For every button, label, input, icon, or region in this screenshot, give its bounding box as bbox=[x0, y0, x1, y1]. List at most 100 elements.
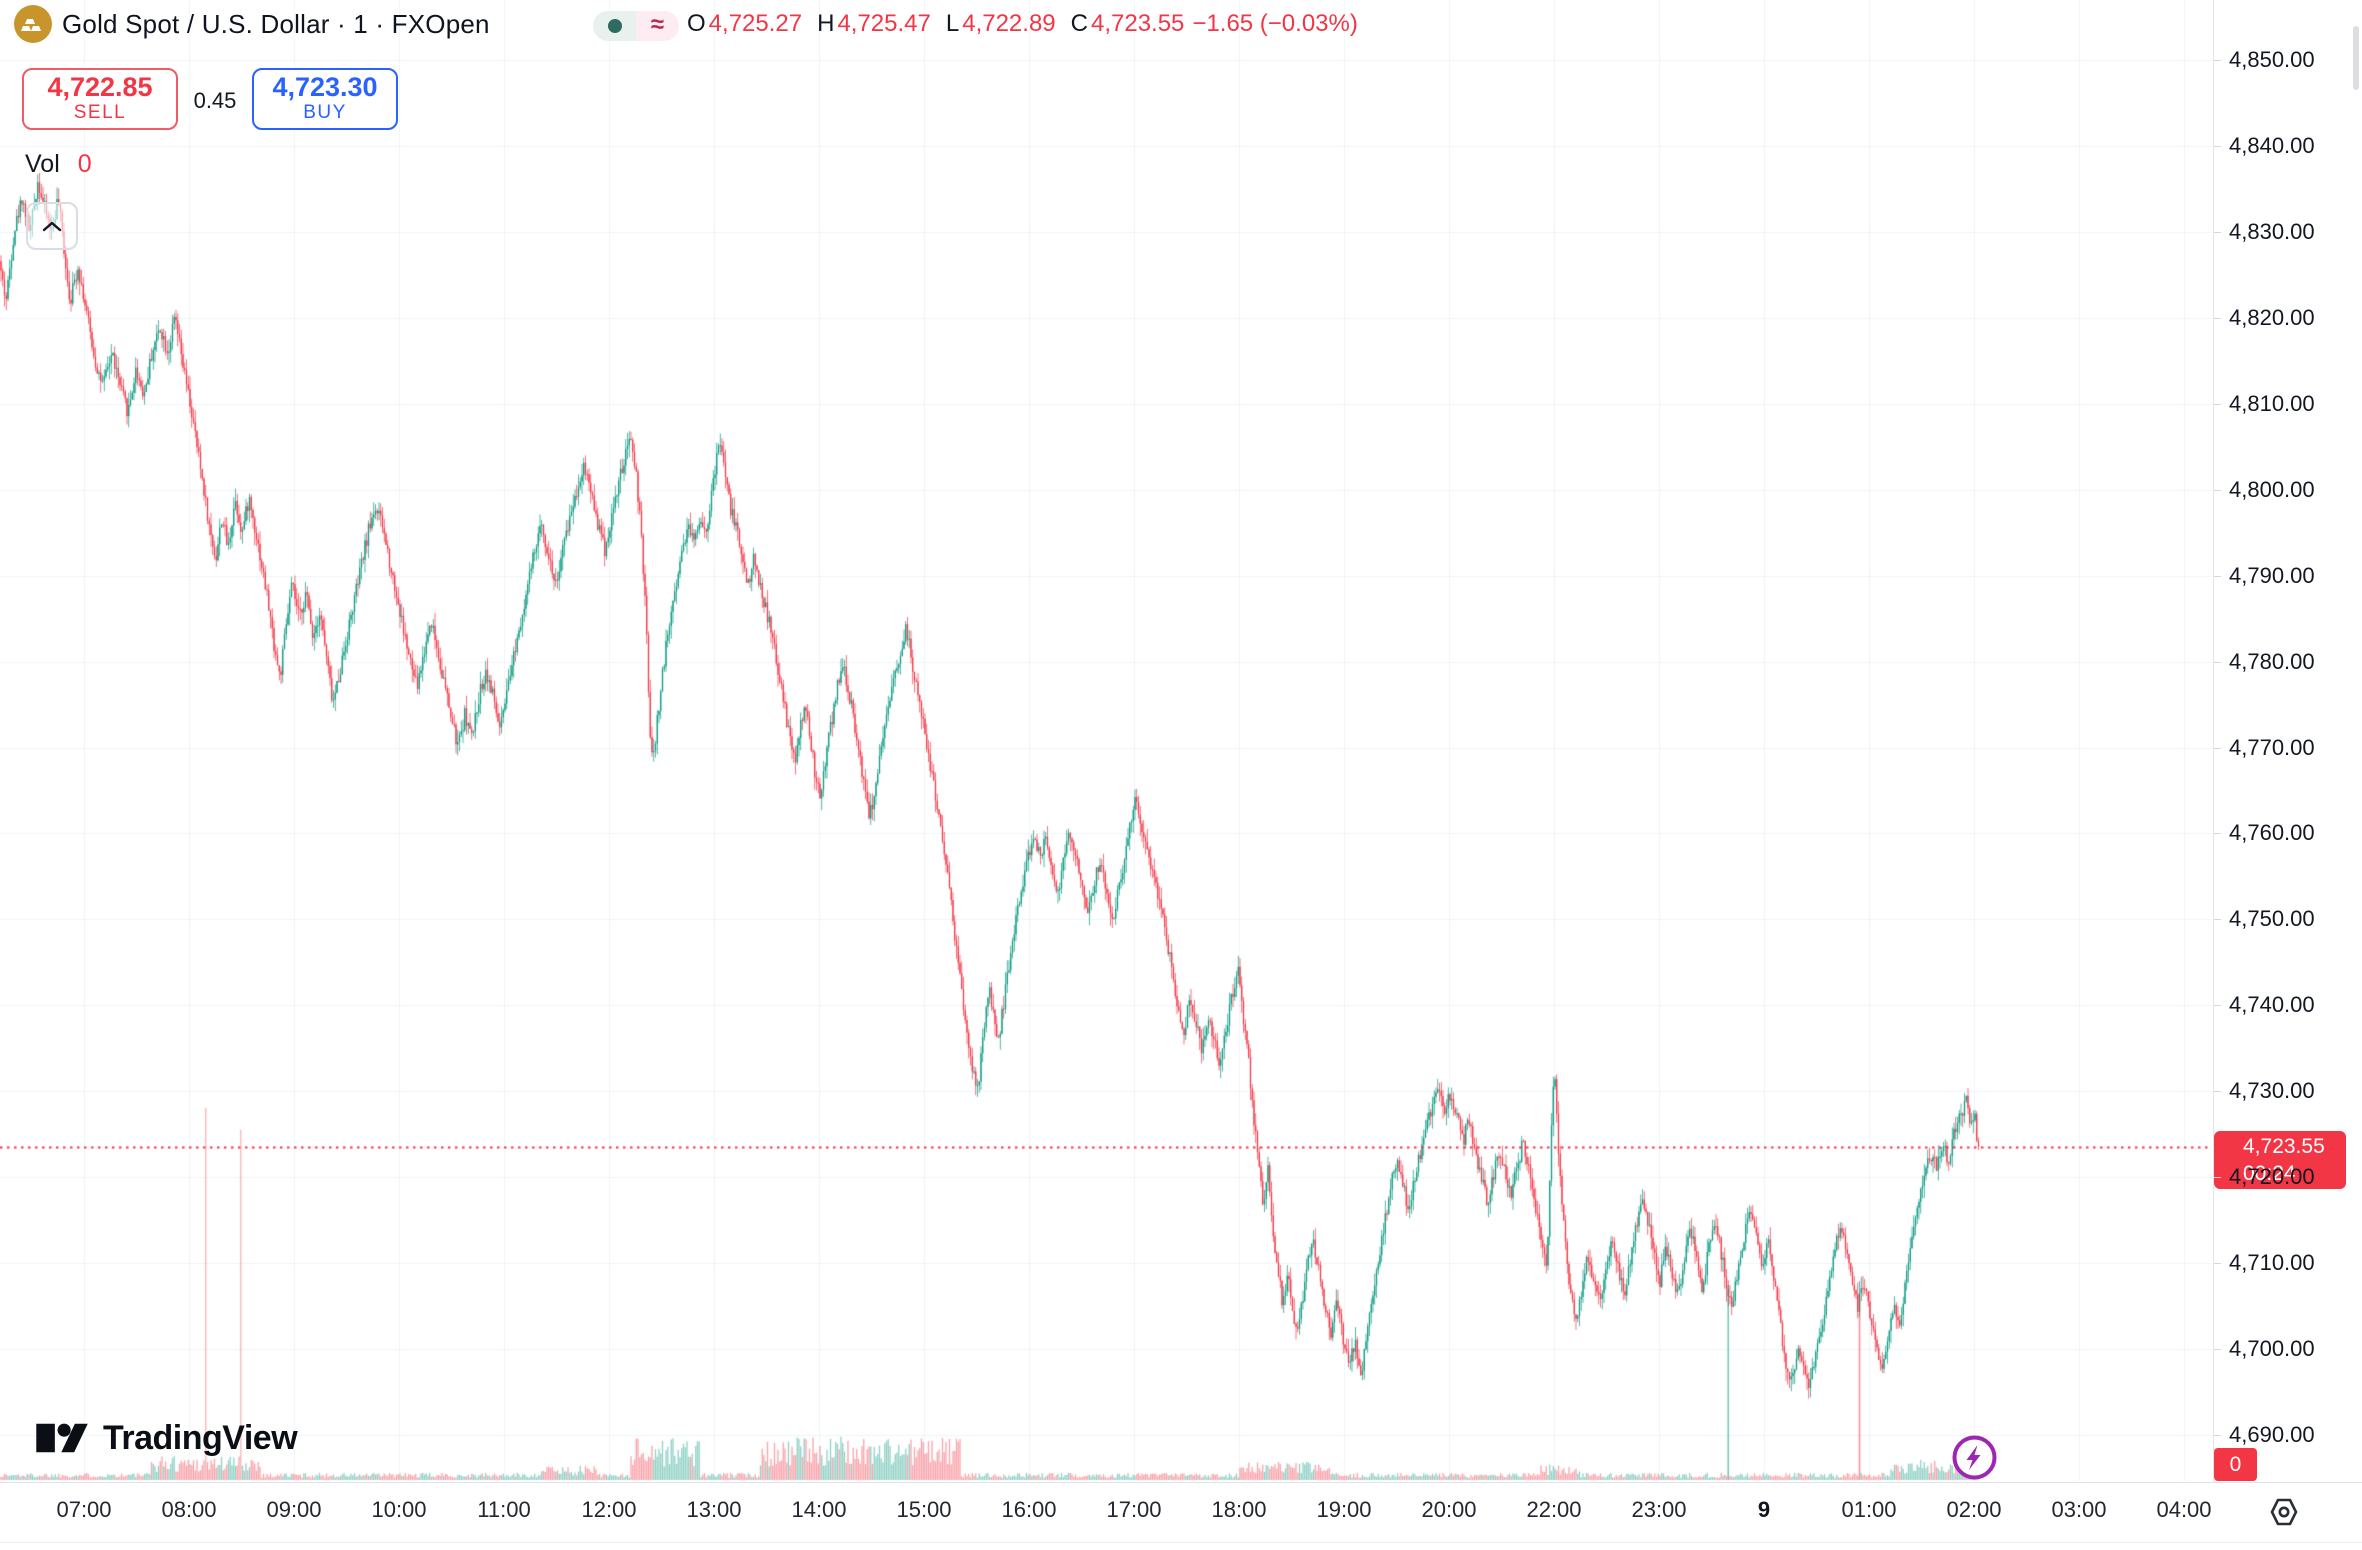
close-value: 4,723.55 bbox=[1090, 10, 1185, 37]
ohlc-values: O 4,725.27 H 4,725.47 L 4,722.89 C 4,723… bbox=[687, 9, 1358, 39]
low-value: 4,722.89 bbox=[962, 10, 1056, 37]
time-axis-label: 07:00 bbox=[56, 1497, 112, 1522]
symbol-title[interactable]: Gold Spot / U.S. Dollar · 1 · FXOpen bbox=[62, 8, 490, 39]
price-axis-tick bbox=[2214, 1435, 2221, 1436]
time-axis-label: 09:00 bbox=[266, 1497, 322, 1522]
sell-button[interactable]: 4,722.85 SELL bbox=[22, 68, 178, 130]
time-axis-divider bbox=[0, 1542, 2362, 1543]
collapse-pane-button[interactable] bbox=[26, 202, 78, 250]
price-axis-tick bbox=[2214, 490, 2221, 491]
spread-value: 0.45 bbox=[193, 88, 237, 113]
price-axis-tick bbox=[2214, 748, 2221, 749]
approx-icon: ≈ bbox=[650, 11, 665, 38]
time-axis-label: 22:00 bbox=[1526, 1497, 1582, 1522]
volume-value: 0 bbox=[77, 150, 92, 178]
price-axis-label: 4,820.00 bbox=[2229, 304, 2315, 330]
lightning-icon bbox=[1952, 1435, 1997, 1480]
price-axis-tick bbox=[2214, 232, 2221, 233]
price-axis-scrollbar-thumb[interactable] bbox=[2353, 26, 2359, 90]
price-axis-label: 4,790.00 bbox=[2229, 562, 2315, 588]
time-axis-label: 13:00 bbox=[686, 1497, 742, 1522]
price-axis-label: 4,840.00 bbox=[2229, 132, 2315, 158]
change-value: −1.65 (−0.03%) bbox=[1192, 10, 1358, 37]
time-axis-label: 23:00 bbox=[1631, 1497, 1687, 1522]
low-label: L bbox=[945, 10, 960, 37]
time-axis-label: 16:00 bbox=[1001, 1497, 1057, 1522]
chevron-up-icon bbox=[42, 221, 62, 231]
price-axis-tick bbox=[2214, 1177, 2221, 1178]
price-axis-label: 4,780.00 bbox=[2229, 648, 2315, 674]
time-axis-label: 11:00 bbox=[477, 1497, 531, 1522]
price-axis-label: 4,710.00 bbox=[2229, 1250, 2315, 1276]
price-axis-label: 4,850.00 bbox=[2229, 47, 2315, 72]
time-axis-label: 9 bbox=[1757, 1497, 1771, 1522]
price-axis-label: 4,720.00 bbox=[2229, 1164, 2315, 1190]
time-axis-label: 15:00 bbox=[896, 1497, 952, 1522]
volume-axis-badge: 0 bbox=[2214, 1448, 2257, 1481]
gear-icon bbox=[2270, 1498, 2298, 1526]
price-axis-label: 4,800.00 bbox=[2229, 476, 2315, 502]
time-axis-label: 17:00 bbox=[1106, 1497, 1162, 1522]
price-axis-tick bbox=[2214, 60, 2221, 61]
price-axis-label: 4,830.00 bbox=[2229, 218, 2315, 244]
time-axis-label: 02:00 bbox=[1946, 1497, 2002, 1522]
open-value: 4,725.27 bbox=[708, 10, 803, 37]
high-label: H bbox=[817, 10, 835, 37]
market-open-dot-icon bbox=[607, 19, 622, 33]
price-axis-tick bbox=[2214, 404, 2221, 405]
symbol-header[interactable]: Gold Spot / U.S. Dollar · 1 · FXOpen bbox=[14, 4, 490, 44]
time-axis-label: 04:00 bbox=[2156, 1497, 2212, 1522]
price-axis-tick bbox=[2214, 919, 2221, 920]
bar-countdown: 00:24 bbox=[2243, 1162, 2296, 1185]
tradingview-mark-icon bbox=[36, 1423, 88, 1453]
price-axis-tick bbox=[2214, 1263, 2221, 1264]
price-axis-label: 4,760.00 bbox=[2229, 820, 2315, 846]
price-axis-tick bbox=[2214, 146, 2221, 147]
time-axis-label: 08:00 bbox=[161, 1497, 217, 1522]
price-axis-tick bbox=[2214, 662, 2221, 663]
volume-legend[interactable]: Vol 0 bbox=[25, 150, 92, 179]
time-axis-label: 01:00 bbox=[1841, 1497, 1897, 1522]
tradingview-logo-text: TradingView bbox=[103, 1418, 298, 1457]
delayed-data-indicator: ≈ bbox=[636, 11, 679, 41]
high-value: 4,725.47 bbox=[837, 10, 931, 37]
market-status-badge[interactable]: ≈ bbox=[593, 11, 679, 41]
price-axis-label: 4,700.00 bbox=[2229, 1336, 2315, 1362]
price-axis-label: 4,730.00 bbox=[2229, 1078, 2315, 1104]
price-axis-label: 4,810.00 bbox=[2229, 390, 2315, 416]
price-axis-label: 4,770.00 bbox=[2229, 734, 2315, 760]
time-axis[interactable]: 07:00 08:00 09:00 10:00 11:00 12:00 13:00 14:00… bbox=[0, 1482, 2362, 1550]
buy-button[interactable]: 4,723.30 BUY bbox=[252, 68, 398, 130]
time-axis-label: 03:00 bbox=[2051, 1497, 2107, 1522]
price-axis-tick bbox=[2214, 833, 2221, 834]
tradingview-logo[interactable]: TradingView bbox=[35, 1418, 298, 1458]
price-axis-tick bbox=[2214, 1349, 2221, 1350]
gold-symbol-icon bbox=[14, 5, 52, 43]
price-axis-tick bbox=[2214, 318, 2221, 319]
price-axis-label: 4,740.00 bbox=[2229, 992, 2315, 1018]
price-axis[interactable]: 4,723.55 00:24 0 4,850.00 4,840.00 4,830.0… bbox=[2213, 0, 2362, 1482]
time-axis-label: 14:00 bbox=[791, 1497, 847, 1522]
market-open-indicator bbox=[593, 11, 636, 41]
volume-label: Vol bbox=[25, 150, 60, 178]
time-axis-label: 19:00 bbox=[1316, 1497, 1372, 1522]
time-axis-label: 10:00 bbox=[371, 1497, 427, 1522]
close-label: C bbox=[1070, 10, 1088, 37]
time-axis-label: 18:00 bbox=[1211, 1497, 1267, 1522]
buy-price: 4,723.30 bbox=[272, 71, 378, 102]
time-axis-label: 12:00 bbox=[581, 1497, 637, 1522]
sell-price: 4,722.85 bbox=[47, 71, 153, 102]
price-axis-tick bbox=[2214, 1005, 2221, 1006]
price-axis-tick bbox=[2214, 576, 2221, 577]
last-price-box: 4,723.55 00:24 bbox=[2214, 1131, 2346, 1189]
price-axis-tick bbox=[2214, 1091, 2221, 1092]
time-axis-label: 20:00 bbox=[1421, 1497, 1477, 1522]
instant-trading-button[interactable] bbox=[1951, 1434, 1998, 1481]
price-axis-label: 4,690.00 bbox=[2229, 1422, 2315, 1447]
chart-settings-button[interactable] bbox=[2265, 1493, 2303, 1531]
price-axis-label: 4,750.00 bbox=[2229, 906, 2315, 932]
open-label: O bbox=[687, 10, 706, 37]
buy-label: BUY bbox=[303, 102, 347, 124]
last-price-value: 4,723.55 bbox=[2243, 1135, 2325, 1158]
